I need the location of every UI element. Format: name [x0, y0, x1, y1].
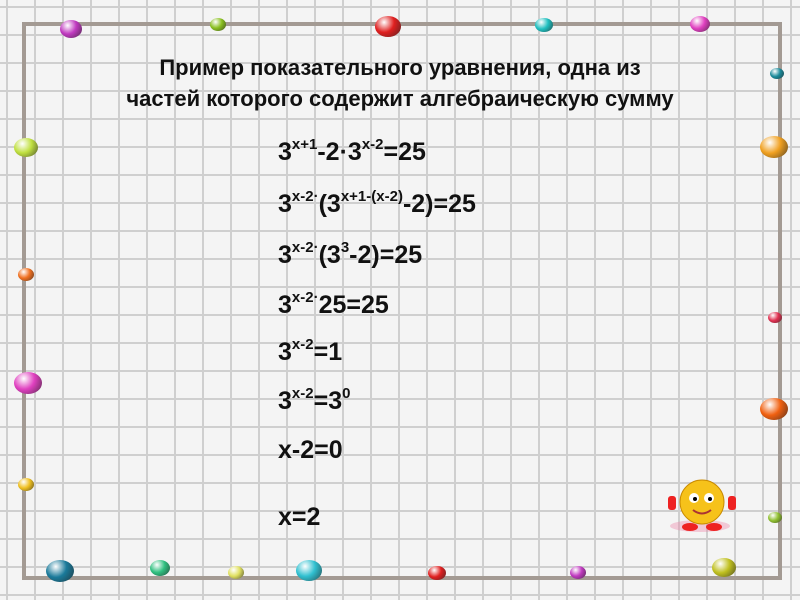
ball: [770, 68, 784, 80]
ball: [768, 512, 782, 524]
equation: 3x-2=1: [278, 336, 343, 367]
exponent: x+1-(x-2): [340, 188, 403, 205]
term: x-2=0: [278, 436, 343, 464]
ball: [18, 268, 34, 281]
exponent: x-2·: [291, 239, 319, 256]
ball: [535, 18, 553, 33]
ball: [712, 558, 736, 578]
equation: x=2: [278, 503, 320, 532]
equation: x-2=0: [278, 436, 343, 465]
exponent: x-2: [361, 136, 384, 153]
term: (3: [318, 190, 341, 218]
ball: [210, 18, 226, 31]
term: -2)=25: [349, 241, 423, 269]
equation: 3x-2·(33-2)=25: [278, 239, 423, 270]
ball: [296, 560, 322, 581]
equation: 3x-2=30: [278, 385, 351, 416]
term: 3: [278, 241, 292, 269]
term: 25=25: [318, 291, 389, 319]
title-line: Пример показательного уравнения, одна из: [159, 55, 641, 80]
ball: [14, 372, 42, 395]
exponent: x-2·: [291, 289, 319, 306]
term: x=2: [278, 503, 321, 531]
term: 3: [278, 291, 292, 319]
exponent: x-2·: [291, 188, 319, 205]
ball: [14, 138, 38, 158]
exponent: x-2: [291, 336, 314, 353]
ball: [60, 20, 82, 38]
ball: [228, 566, 244, 579]
term: 3: [278, 138, 292, 166]
exponent: 3: [340, 239, 350, 256]
equation: 3x-2·25=25: [278, 289, 389, 320]
title-line: частей которого содержит алгебраическую …: [126, 86, 674, 111]
term: 3: [278, 338, 292, 366]
slide-title: Пример показательного уравнения, одна из…: [0, 52, 800, 114]
term: -2·3: [317, 138, 362, 166]
term: 3: [278, 387, 292, 415]
term: =3: [313, 387, 343, 415]
term: 3: [278, 190, 292, 218]
ball: [760, 398, 788, 421]
ball: [375, 16, 401, 37]
exponent: 0: [342, 385, 351, 402]
ball: [768, 312, 782, 324]
term: -2)=25: [402, 190, 476, 218]
ball: [760, 136, 788, 159]
ball: [150, 560, 170, 576]
equation: 3x+1-2·3x-2=25: [278, 136, 426, 167]
frame: [22, 22, 782, 580]
equation: 3x-2·(3x+1-(x-2)-2)=25: [278, 188, 476, 219]
ball: [570, 566, 586, 579]
ball: [46, 560, 74, 583]
ball: [428, 566, 446, 581]
ball: [690, 16, 710, 32]
exponent: x-2: [291, 385, 314, 402]
term: (3: [318, 241, 341, 269]
exponent: x+1: [291, 136, 318, 153]
ball: [18, 478, 34, 491]
term: =25: [383, 138, 426, 166]
term: =1: [313, 338, 343, 366]
smiley: [668, 479, 736, 532]
